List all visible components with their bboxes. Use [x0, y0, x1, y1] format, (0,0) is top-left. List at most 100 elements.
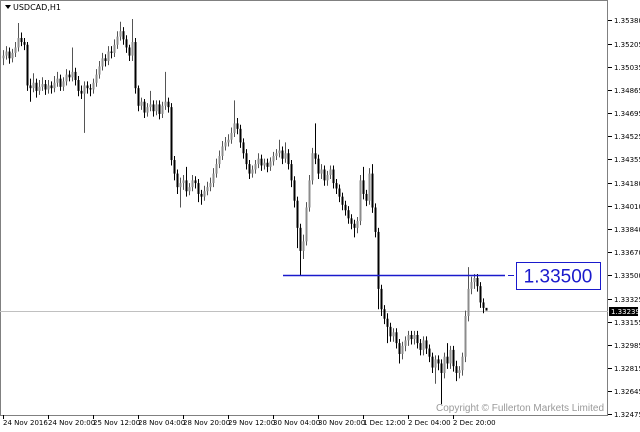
time-tick-label: 30 Nov 04:00 — [273, 419, 320, 427]
candle-body — [350, 218, 353, 224]
bear-candle — [26, 42, 29, 91]
price-tick-label: 1.33155 — [614, 319, 640, 327]
candle-body — [191, 180, 194, 188]
candle-body — [284, 153, 287, 159]
candle-body — [245, 153, 248, 165]
bear-candle — [476, 273, 479, 292]
time-tick-label: 28 Nov 04:00 — [138, 419, 185, 427]
bear-candle — [104, 54, 107, 67]
bear-candle — [419, 339, 422, 356]
time-tick-label: 2 Dec 04:00 — [408, 419, 451, 427]
candle-body — [413, 334, 416, 340]
candle-body — [371, 173, 374, 208]
bear-candle — [74, 67, 77, 86]
candle-body — [2, 55, 5, 59]
bull-candle — [53, 75, 56, 93]
bear-candle — [236, 117, 239, 135]
bull-candle — [209, 177, 212, 192]
bull-candle — [215, 158, 218, 178]
chart-title[interactable]: USDCAD,H1 — [5, 3, 61, 12]
bull-candle — [146, 103, 149, 117]
candle-body — [320, 169, 323, 174]
bear-candle — [317, 154, 320, 180]
candle-body — [134, 42, 137, 89]
candle-body — [227, 139, 230, 143]
candle-body — [296, 200, 299, 228]
candle-body — [260, 158, 263, 166]
candle-body — [20, 37, 23, 43]
candle-body — [47, 85, 50, 90]
bull-candle — [464, 310, 467, 363]
candle-body — [242, 142, 245, 154]
bull-candle — [422, 336, 425, 356]
bear-candle — [248, 160, 251, 180]
bear-candle — [314, 123, 317, 165]
bull-candle — [62, 77, 65, 91]
bull-candle — [119, 21, 122, 41]
candle-body — [248, 164, 251, 174]
bull-candle — [17, 23, 20, 52]
bull-candle — [149, 90, 152, 112]
candle-body — [440, 363, 443, 373]
candle-body — [209, 183, 212, 188]
candle-body — [266, 162, 269, 167]
bull-candle — [107, 46, 110, 66]
bear-candle — [134, 37, 137, 94]
bull-candle — [92, 78, 95, 94]
candle-body — [167, 101, 170, 108]
bear-candle — [20, 32, 23, 47]
bull-candle — [116, 31, 119, 49]
bear-candle — [365, 189, 368, 207]
bear-candle — [59, 74, 62, 91]
price-tick-label: 1.32475 — [614, 411, 640, 419]
bear-candle — [323, 165, 326, 186]
candle-body — [329, 169, 332, 175]
bull-candle — [392, 328, 395, 342]
price-tick-label: 1.35380 — [614, 17, 640, 25]
bull-candle — [470, 276, 473, 295]
bull-candle — [305, 202, 308, 246]
candle-body — [86, 85, 89, 89]
candle-body — [290, 164, 293, 181]
bull-candle — [284, 142, 287, 163]
candle-body — [170, 107, 173, 161]
candle-body — [473, 278, 476, 283]
candle-body — [185, 180, 188, 192]
bull-candle — [41, 77, 44, 91]
bull-candle — [5, 46, 8, 60]
candle-body — [476, 278, 479, 287]
candle-body — [164, 101, 167, 106]
triangle-down-icon[interactable] — [5, 5, 11, 9]
candle-body — [71, 71, 74, 78]
candle-body — [14, 47, 17, 53]
bull-candle — [275, 149, 278, 161]
candle-body — [407, 334, 410, 341]
price-axis[interactable]: 1.35380 1.35205 1.35035 1.34865 1.34695 1.345… — [608, 17, 640, 419]
bear-candle — [158, 100, 161, 120]
horizontal-level[interactable]: 1.33500 — [283, 262, 601, 290]
bull-candle — [71, 47, 74, 82]
bear-candle — [89, 84, 92, 97]
candle-body — [332, 169, 335, 184]
time-tick-label: 29 Nov 12:00 — [228, 419, 275, 427]
candle-body — [122, 31, 125, 40]
bull-candle — [188, 183, 191, 196]
candle-body — [392, 332, 395, 337]
bull-candle — [404, 336, 407, 352]
bull-candle — [32, 73, 35, 93]
candle-body — [278, 150, 281, 154]
candle-body — [335, 183, 338, 189]
bull-candle — [140, 97, 143, 110]
bull-candle — [14, 42, 17, 57]
candle-body — [32, 82, 35, 89]
bear-candle — [371, 164, 374, 213]
bear-candle — [482, 298, 485, 314]
bear-candle — [173, 155, 176, 181]
candle-body — [230, 132, 233, 140]
candle-body — [251, 169, 254, 174]
candle-body — [218, 155, 221, 165]
bull-candle — [359, 174, 362, 226]
candle-body — [194, 180, 197, 184]
